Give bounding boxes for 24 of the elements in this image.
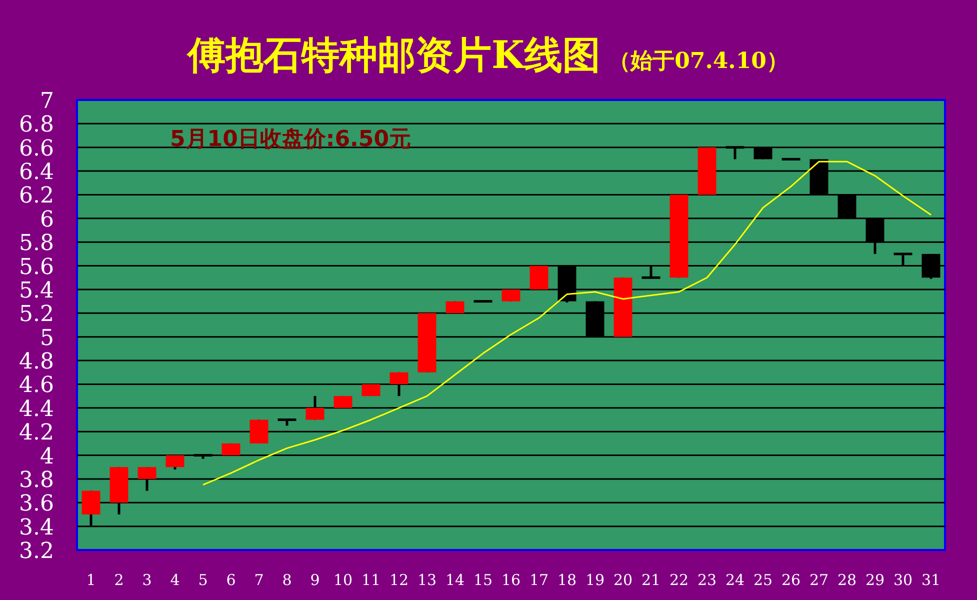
y-tick-label: 5.6 <box>19 254 54 280</box>
y-tick-label: 6.6 <box>19 136 54 162</box>
y-tick-label: 5.2 <box>19 302 54 328</box>
y-tick-label: 3.2 <box>19 539 54 564</box>
annotation: 5月10日收盘价:6.50元 <box>170 127 412 152</box>
y-tick-label: 6.8 <box>19 112 54 138</box>
chart-title: 傅抱石特种邮资片K线图 <box>186 32 601 77</box>
y-tick-label: 3.6 <box>19 492 54 517</box>
y-tick-label: 6.4 <box>19 160 54 186</box>
y-tick-label: 4.8 <box>19 350 54 375</box>
y-tick-label: 3.4 <box>19 515 54 540</box>
y-tick-label: 3.8 <box>19 468 54 493</box>
y-tick-label: 6.2 <box>19 184 54 209</box>
y-tick-label: 5.8 <box>19 231 54 256</box>
y-tick-label: 4.6 <box>19 373 54 398</box>
candlestick <box>530 266 548 290</box>
y-tick-label: 6 <box>40 207 54 232</box>
y-tick-label: 5.4 <box>19 278 54 304</box>
y-tick-label: 4 <box>40 444 54 470</box>
y-tick-label: 4.4 <box>19 396 54 422</box>
y-tick-label: 5 <box>40 326 54 351</box>
y-tick-label: 4.2 <box>19 420 54 446</box>
y-tick-label: 7 <box>40 89 54 114</box>
chart-subtitle: （始于07.4.10） <box>608 48 788 74</box>
